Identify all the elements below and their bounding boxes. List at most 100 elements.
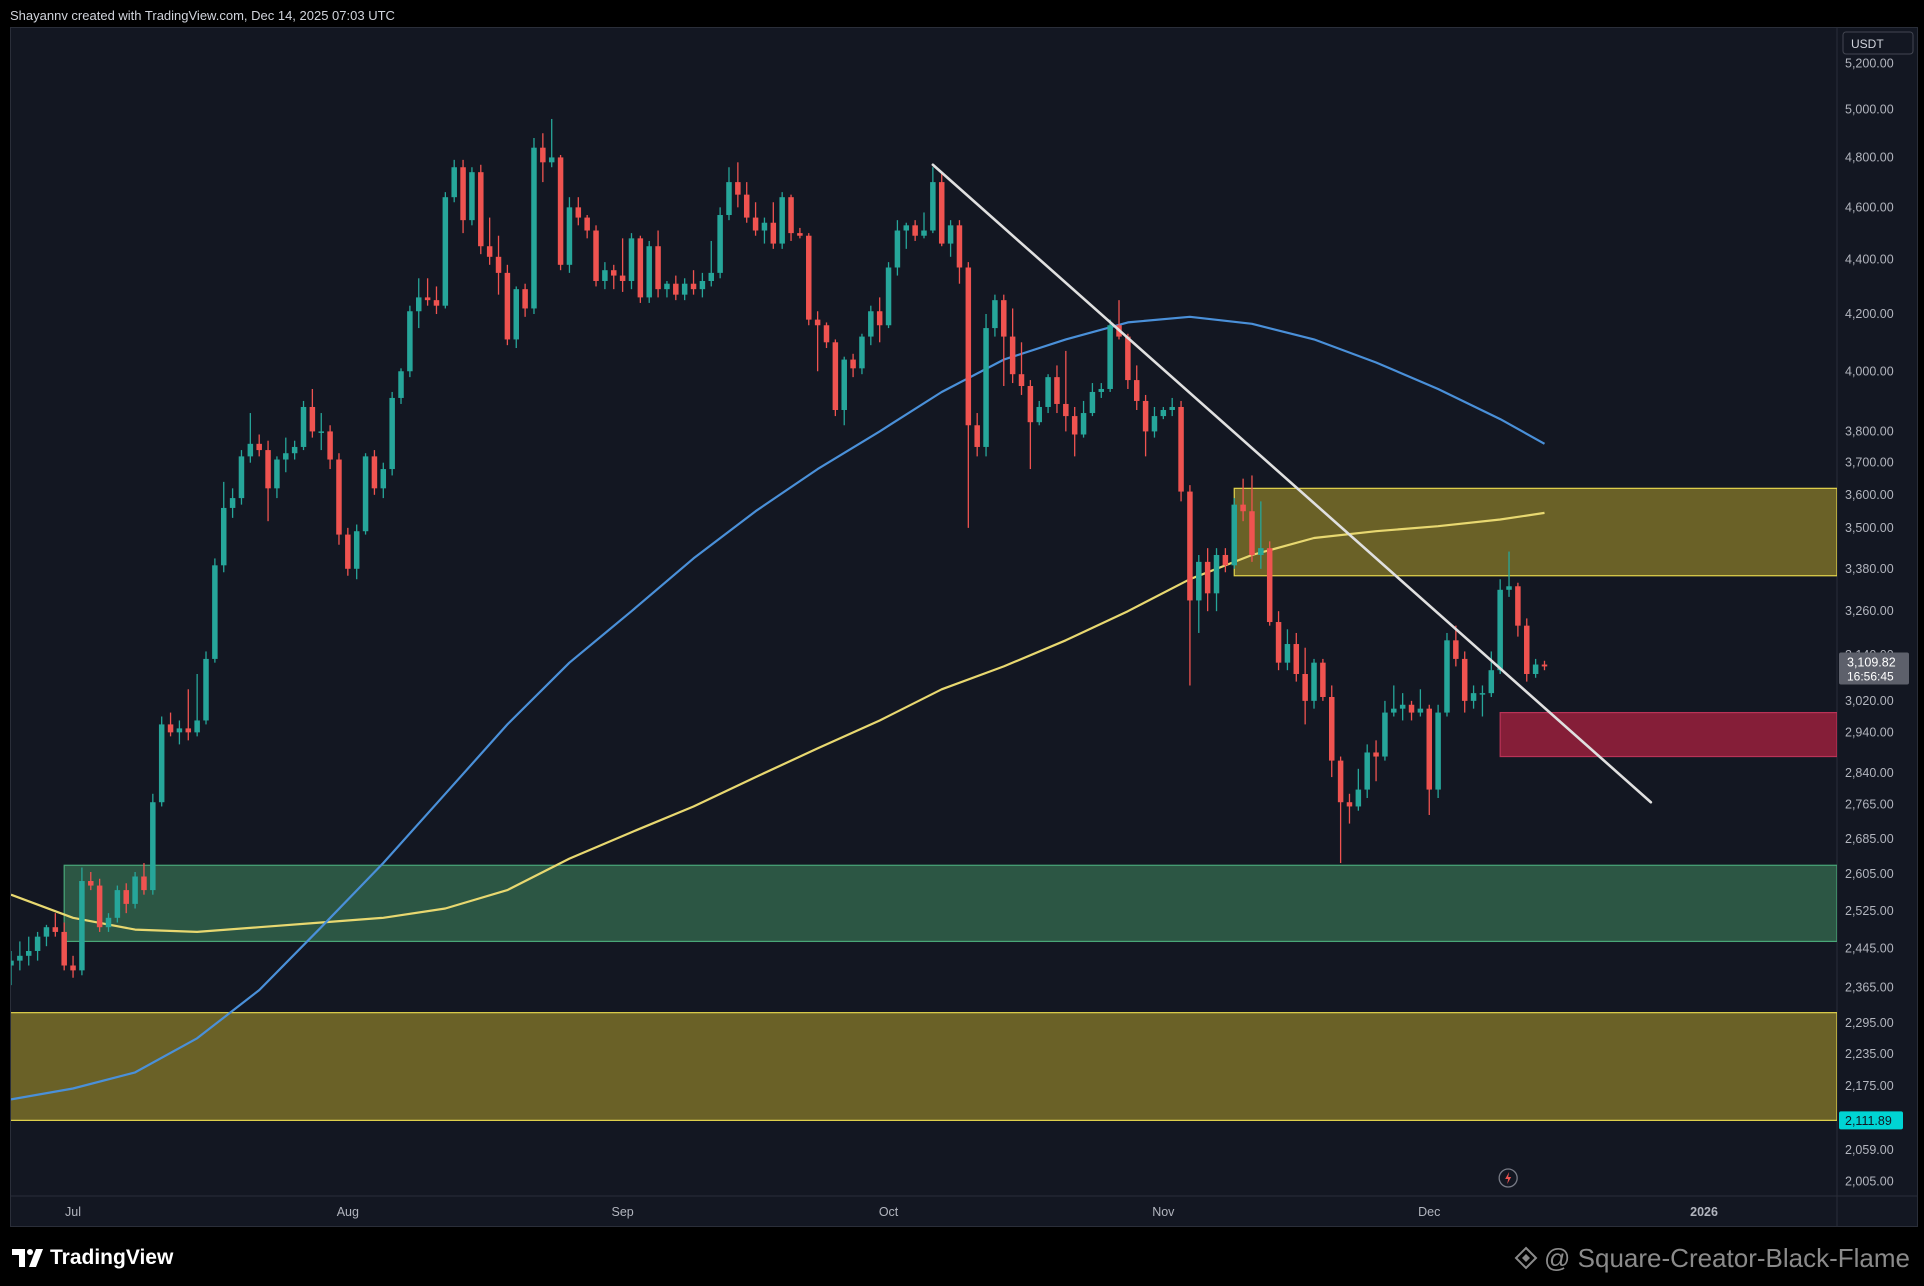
- candle-body: [1426, 708, 1433, 790]
- candle: [1125, 333, 1131, 389]
- candle: [548, 118, 555, 168]
- candle-body: [1098, 388, 1105, 392]
- candle: [1382, 700, 1388, 761]
- candle: [1071, 406, 1078, 457]
- candle-body: [885, 267, 892, 326]
- candle-body: [1302, 673, 1308, 701]
- candle-body: [433, 300, 440, 306]
- candle-body: [965, 267, 972, 426]
- candle: [1142, 394, 1149, 457]
- candle: [123, 883, 129, 914]
- price-tick-label: 2,765.00: [1845, 797, 1894, 811]
- candle: [274, 456, 280, 499]
- candle: [495, 235, 502, 295]
- candle-body: [1151, 416, 1158, 432]
- candle: [841, 356, 847, 426]
- chart-panel[interactable]: 5,200.00 5,000.00 4,800.00 4,600.00 4,400.00…: [10, 27, 1918, 1227]
- lightning-icon-bolt: [1505, 1172, 1512, 1184]
- candle-body: [903, 225, 910, 231]
- candle-body: [1524, 625, 1530, 674]
- candle: [150, 793, 156, 895]
- candle-body: [983, 328, 989, 447]
- candle: [1249, 475, 1255, 562]
- candle-body: [974, 425, 980, 447]
- candle: [930, 167, 936, 234]
- candle: [398, 368, 404, 404]
- price-tick-label: 4,400.00: [1845, 252, 1894, 266]
- candle: [194, 673, 200, 737]
- candle-body: [1222, 554, 1229, 566]
- candle-body: [1408, 704, 1415, 713]
- candle-body: [868, 311, 874, 337]
- candle-body: [1045, 377, 1051, 407]
- candle-body: [1320, 662, 1326, 697]
- candle: [611, 264, 617, 290]
- candle: [380, 462, 387, 499]
- candle: [1479, 685, 1486, 717]
- candle: [584, 215, 590, 239]
- candle: [212, 558, 218, 663]
- candle: [947, 220, 954, 257]
- candle: [992, 294, 998, 337]
- candle-body: [415, 297, 422, 312]
- candle-body: [353, 531, 360, 569]
- candle-body: [1054, 377, 1060, 404]
- watermark-text: @ Square-Creator-Black-Flame: [1544, 1242, 1910, 1273]
- candle: [1027, 380, 1034, 470]
- currency-label: USDT: [1851, 37, 1884, 51]
- candle-body: [220, 507, 227, 566]
- candle: [956, 220, 963, 284]
- candle: [433, 286, 440, 315]
- candle-body: [1063, 403, 1069, 417]
- time-tick-label: Nov: [1152, 1205, 1175, 1219]
- price-tick-label: 3,020.00: [1845, 694, 1894, 708]
- candle: [1018, 342, 1025, 395]
- candle: [469, 167, 475, 226]
- lightning-icon-ring: [1498, 1168, 1518, 1188]
- time-tick-label: 2026: [1690, 1205, 1718, 1219]
- price-tick-label: 5,000.00: [1845, 103, 1894, 117]
- candle-body: [132, 876, 138, 904]
- candle: [1063, 350, 1069, 432]
- candle-body: [185, 728, 192, 733]
- candle-body: [247, 443, 254, 457]
- candle: [1293, 632, 1300, 682]
- candle: [1453, 625, 1459, 667]
- candle-body: [726, 182, 732, 216]
- candle: [1231, 498, 1237, 569]
- candle-body: [105, 917, 112, 928]
- candle: [690, 270, 697, 295]
- candle-body: [1178, 406, 1184, 492]
- candle: [1373, 740, 1379, 782]
- candle-body: [673, 283, 679, 295]
- price-tick-label: 4,600.00: [1845, 200, 1894, 214]
- candle: [362, 453, 369, 535]
- candle-body: [779, 197, 785, 244]
- candle-body: [1018, 374, 1025, 387]
- price-chart[interactable]: 5,200.00 5,000.00 4,800.00 4,600.00 4,400.00…: [11, 28, 1917, 1226]
- candle-body: [1258, 548, 1264, 555]
- price-tick-label: 3,260.00: [1845, 604, 1894, 618]
- candle: [238, 450, 245, 505]
- candle: [983, 314, 989, 457]
- candle-body: [611, 270, 617, 276]
- candle-body: [575, 207, 582, 218]
- candle: [894, 220, 901, 276]
- candle: [43, 924, 50, 947]
- candle-body: [770, 222, 777, 244]
- candle: [1391, 685, 1397, 717]
- candle: [726, 167, 732, 221]
- tradingview-brand: TradingView: [12, 1244, 173, 1272]
- candle-body: [1355, 789, 1362, 807]
- candle-body: [1453, 640, 1459, 659]
- candle-body: [584, 217, 590, 231]
- candle-body: [1541, 664, 1548, 667]
- candle-body: [540, 147, 546, 163]
- candle: [1196, 554, 1202, 633]
- candle: [327, 425, 333, 470]
- candle: [61, 922, 67, 971]
- candle-body: [602, 270, 608, 281]
- candle-body: [1107, 325, 1113, 389]
- candle: [52, 913, 59, 937]
- candle: [353, 524, 360, 580]
